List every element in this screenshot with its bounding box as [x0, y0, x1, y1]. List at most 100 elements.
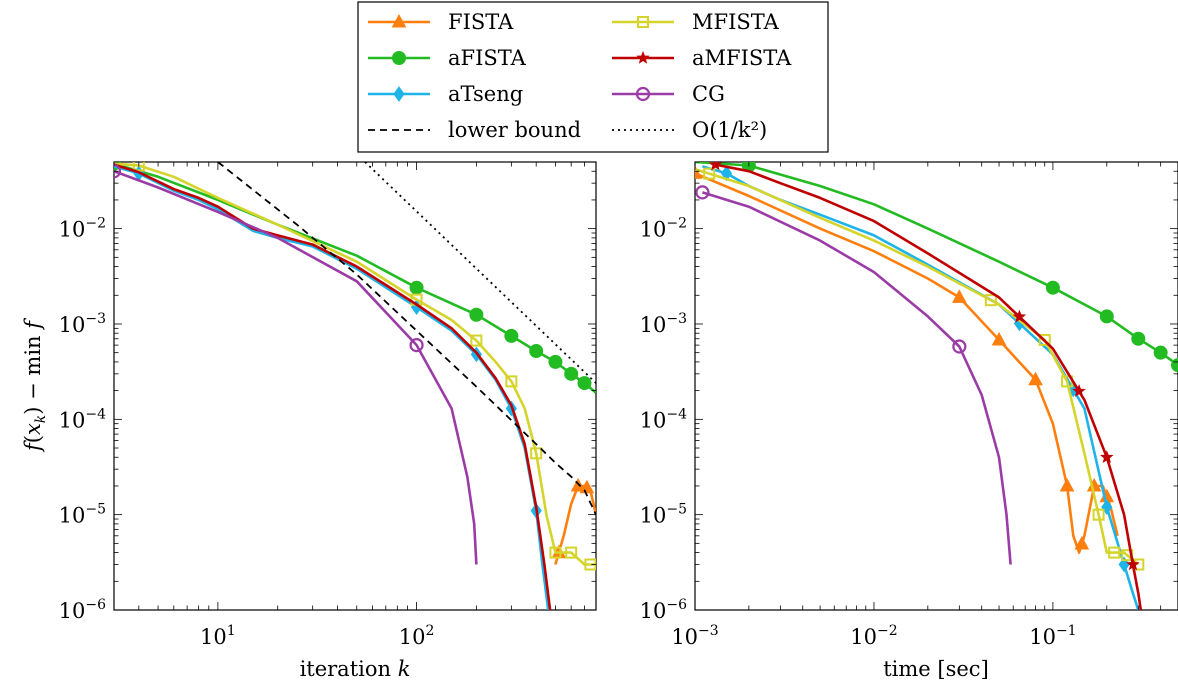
- legend-entry: MFISTA: [612, 10, 780, 34]
- series-line: [114, 169, 478, 565]
- right-series-mfista: [695, 167, 1145, 571]
- right-y-tick-label: 10−3: [640, 311, 687, 337]
- series-line: [364, 162, 596, 384]
- legend-label: FISTA: [448, 10, 514, 34]
- data-point-marker: [1012, 309, 1027, 323]
- legend-label: aMFISTA: [692, 46, 792, 70]
- left-series-cg: [114, 164, 478, 565]
- data-point-marker: [1131, 331, 1146, 346]
- right-series-fista: [695, 165, 1119, 554]
- data-point-marker: [132, 162, 145, 172]
- legend-label: O(1/k²): [692, 118, 767, 142]
- right-x-tick-label: 10−2: [850, 623, 897, 649]
- legend-label: MFISTA: [692, 10, 780, 34]
- series-line: [114, 162, 596, 566]
- legend-label: aTseng: [448, 82, 523, 106]
- data-point-marker: [1108, 546, 1121, 559]
- data-point-marker: [1092, 508, 1105, 521]
- legend-entry: aMFISTA: [612, 46, 792, 70]
- data-point-marker: [548, 354, 563, 369]
- legend-marker: [392, 51, 406, 65]
- legend-marker: [635, 86, 651, 102]
- data-point-marker: [530, 447, 543, 460]
- data-point-marker: [1100, 450, 1114, 463]
- right-series-afista: [695, 162, 1178, 373]
- legend: FISTA MFISTA aFISTA aMFISTA aTseng CG lower bo…: [357, 1, 829, 153]
- data-point-marker: [708, 162, 723, 171]
- legend-label: lower bound: [448, 118, 581, 142]
- data-point-marker: [1099, 309, 1114, 324]
- data-point-marker: [1074, 536, 1090, 550]
- legend-marker: [391, 13, 407, 28]
- data-point-marker: [504, 328, 519, 343]
- data-point-marker: [984, 294, 997, 307]
- data-point-marker: [529, 344, 544, 359]
- series-line: [695, 172, 1119, 554]
- data-point-marker: [1072, 384, 1086, 397]
- left-series-atseng: [114, 165, 550, 610]
- legend-box: [357, 1, 829, 153]
- right-x-tick-label: 10−3: [671, 623, 718, 649]
- left-series-mfista: [114, 162, 596, 571]
- left-y-tick-label: 10−2: [59, 216, 106, 242]
- left-y-tick-label: 10−6: [59, 597, 106, 623]
- right-x-axis-label: time [sec]: [883, 657, 989, 681]
- data-point-marker: [409, 338, 424, 353]
- data-point-marker: [470, 334, 483, 347]
- legend-marker: [636, 50, 650, 64]
- right-y-tick-label: 10−4: [640, 406, 687, 432]
- series-line: [695, 162, 1178, 367]
- data-point-marker: [469, 307, 484, 322]
- left-y-tick-label: 10−3: [59, 311, 106, 337]
- left-x-tick-label: 102: [399, 623, 435, 649]
- data-point-marker: [991, 331, 1007, 346]
- data-point-marker: [695, 185, 710, 200]
- data-point-marker: [409, 280, 424, 295]
- series-line: [695, 167, 1140, 566]
- data-point-marker: [577, 376, 592, 391]
- right-series-amfista: [708, 162, 1143, 610]
- data-point-marker: [1028, 371, 1043, 386]
- legend-entry: FISTA: [368, 10, 514, 34]
- left-y-tick-label: 10−4: [59, 406, 106, 432]
- left-y-axis-label: f(xk) − min f: [21, 318, 49, 453]
- left-series-o-1-k-2-: [364, 162, 596, 384]
- series-line: [217, 162, 596, 516]
- data-point-marker: [565, 546, 578, 559]
- data-point-marker: [952, 289, 967, 303]
- right-series-cg: [695, 185, 1012, 565]
- legend-label: aFISTA: [448, 46, 527, 70]
- series-line: [114, 163, 552, 610]
- right-series-atseng: [702, 165, 1140, 610]
- data-point-marker: [564, 366, 579, 381]
- legend-entry: CG: [612, 82, 725, 106]
- legend-label: CG: [692, 82, 725, 106]
- right-chart: 10−3 10−2 10−1 10−6 10−5 10−4 10−3 10−2 time [s…: [640, 161, 1178, 681]
- legend-entry: O(1/k²): [612, 118, 767, 142]
- left-x-tick-label: 101: [200, 623, 236, 649]
- series-line: [114, 165, 550, 610]
- plot-area-frame: [113, 161, 597, 611]
- right-y-tick-label: 10−5: [640, 502, 687, 528]
- data-point-marker: [703, 167, 716, 180]
- data-point-marker: [1059, 477, 1075, 492]
- data-point-marker: [505, 375, 518, 388]
- data-point-marker: [1045, 280, 1060, 295]
- series-line: [702, 191, 1012, 565]
- data-point-marker: [1153, 345, 1168, 360]
- plot-area-frame: [694, 161, 1178, 611]
- right-x-tick-label: 10−1: [1029, 623, 1076, 649]
- data-point-marker: [1038, 333, 1051, 346]
- left-series-lower-bound: [217, 162, 596, 516]
- left-chart: 101 102 10−6 10−5 10−4 10−3 10−2 iteration k f…: [21, 161, 597, 681]
- data-point-marker: [579, 479, 595, 494]
- data-point-marker: [114, 164, 122, 179]
- legend-marker: [637, 16, 649, 28]
- data-point-marker: [952, 339, 967, 354]
- data-point-marker: [1101, 499, 1113, 515]
- data-point-marker: [549, 546, 562, 559]
- legend-entry: lower bound: [368, 118, 581, 142]
- legend-marker: [393, 86, 405, 102]
- series-line: [715, 163, 1143, 610]
